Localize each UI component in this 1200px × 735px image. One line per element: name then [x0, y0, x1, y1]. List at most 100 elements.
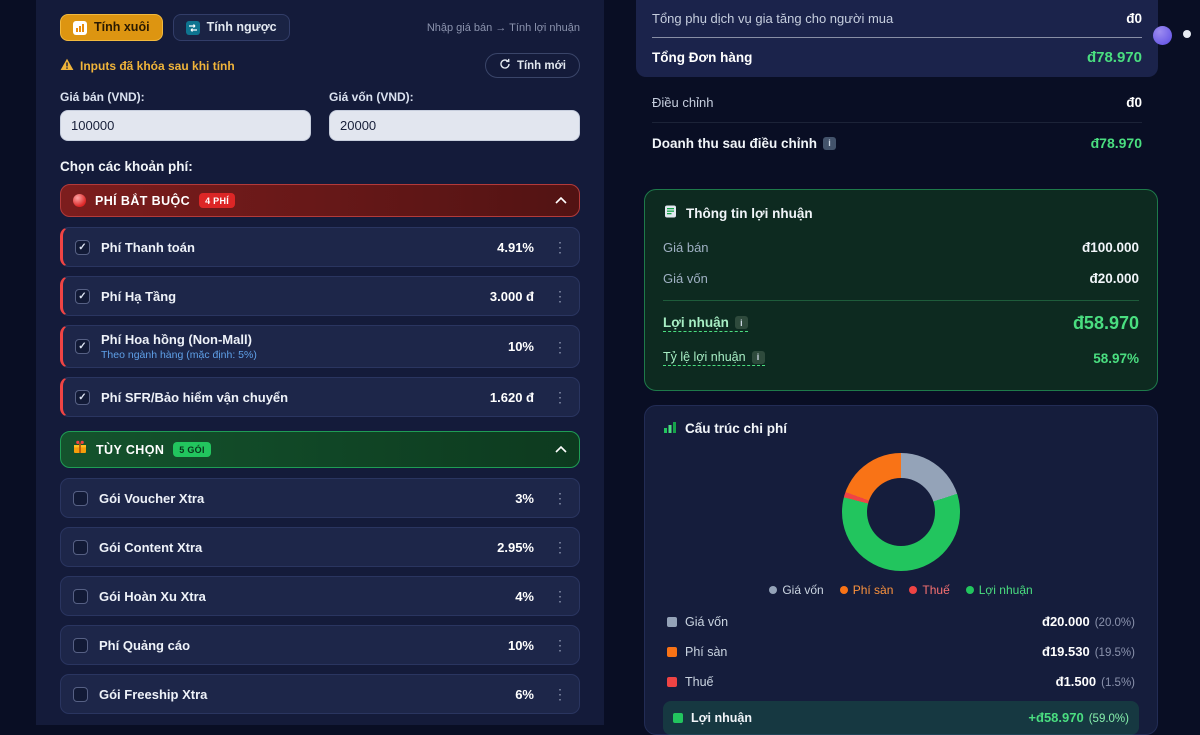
fee-value: 6% — [515, 686, 534, 702]
mandatory-fees-title: PHÍ BẮT BUỘC — [95, 193, 191, 208]
legend-dot — [909, 586, 918, 594]
legend-item: Giá vốn — [769, 583, 824, 597]
results-panel: Tổng phụ dịch vụ gia tăng cho người mua … — [628, 0, 1158, 735]
service-fees-label: Tổng phụ dịch vụ gia tăng cho người mua — [652, 11, 894, 26]
cost-price-row-label: Giá vốn — [663, 271, 708, 286]
sell-price-label: Giá bán (VND): — [60, 90, 145, 104]
kebab-menu-icon[interactable]: ⋮ — [553, 490, 567, 506]
optional-fees-title: TÙY CHỌN — [96, 442, 165, 457]
checkbox-unchecked[interactable] — [73, 686, 88, 702]
kebab-menu-icon[interactable]: ⋮ — [553, 338, 567, 355]
legend-square — [667, 647, 677, 657]
info-icon[interactable]: i — [734, 316, 748, 329]
fee-sublabel: Theo ngành hàng (mặc định: 5%) — [101, 349, 257, 361]
fee-label: Phí Quảng cáo — [99, 637, 191, 653]
fee-value: 3.000 đ — [489, 288, 534, 304]
mandatory-fees-header[interactable]: PHÍ BẮT BUỘC 4 PHÍ — [60, 184, 580, 217]
sell-price-row-value: đ100.000 — [1081, 240, 1139, 255]
fee-value: 1.620 đ — [489, 389, 534, 405]
checkbox-unchecked[interactable] — [73, 490, 88, 506]
checkbox-checked[interactable] — [75, 339, 90, 354]
fee-row-commission[interactable]: Phí Hoa hồng (Non-Mall) Theo ngành hàng … — [60, 325, 580, 368]
chart-icon — [663, 420, 677, 437]
checkbox-unchecked[interactable] — [73, 588, 88, 604]
divider — [663, 300, 1139, 301]
kebab-menu-icon[interactable]: ⋮ — [553, 637, 567, 653]
fee-label: Gói Content Xtra — [99, 539, 203, 555]
profit-rate-label: Tỷ lệ lợi nhuận — [663, 350, 746, 364]
profit-panel-header: Thông tin lợi nhuận — [663, 204, 1139, 222]
adjustment-row: Điều chỉnh đ0 — [652, 83, 1142, 123]
chevron-up-icon[interactable] — [555, 197, 567, 204]
fee-row-infrastructure[interactable]: Phí Hạ Tầng 3.000 đ ⋮ — [60, 276, 580, 316]
profit-row: Lợi nhuận i đ58.970 — [663, 305, 1139, 342]
chevron-up-icon[interactable] — [555, 446, 567, 453]
breakdown-row-profit: Lợi nhuận +đ58.970 (59.0%) — [663, 701, 1139, 735]
tab-reverse[interactable]: Tính ngược — [172, 14, 290, 41]
breakdown-row-platform-fee: Phí sàn đ19.530 (19.5%) — [663, 637, 1139, 667]
price-inputs: Giá bán (VND): Giá vốn (VND): — [60, 90, 580, 141]
new-calc-button[interactable]: Tính mới — [484, 53, 580, 78]
cost-price-row: Giá vốn đ20.000 — [663, 263, 1139, 294]
fee-row-content-xtra[interactable]: Gói Content Xtra 2.95% ⋮ — [60, 527, 580, 567]
kebab-menu-icon[interactable]: ⋮ — [553, 389, 567, 405]
revenue-after-adjust-label: Doanh thu sau điều chỉnh — [652, 135, 817, 151]
tab-reverse-label: Tính ngược — [206, 20, 277, 34]
kebab-menu-icon[interactable]: ⋮ — [553, 588, 567, 604]
fees-section-title: Chọn các khoản phí: — [60, 159, 193, 174]
gift-icon — [73, 440, 87, 459]
checkbox-unchecked[interactable] — [73, 539, 88, 555]
fee-text: Phí Hoa hồng (Non-Mall) Theo ngành hàng … — [101, 332, 257, 361]
checkbox-checked[interactable] — [75, 389, 90, 405]
cost-panel-title: Cấu trúc chi phí — [685, 421, 788, 436]
mandatory-fees-badge: 4 PHÍ — [199, 193, 236, 208]
sell-price-row-label: Giá bán — [663, 240, 709, 255]
kebab-menu-icon[interactable]: ⋮ — [553, 288, 567, 304]
cost-donut — [842, 453, 960, 571]
info-icon[interactable]: i — [751, 350, 765, 364]
tab-forward[interactable]: Tính xuôi — [60, 14, 163, 41]
sell-price-input[interactable] — [60, 110, 311, 141]
fee-value: 4% — [515, 588, 534, 604]
red-dot-icon — [73, 194, 86, 207]
fee-value: 10% — [507, 637, 534, 653]
fee-row-voucher-xtra[interactable]: Gói Voucher Xtra 3% ⋮ — [60, 478, 580, 518]
fee-row-hoan-xu-xtra[interactable]: Gói Hoàn Xu Xtra 4% ⋮ — [60, 576, 580, 616]
order-summary-card: Tổng phụ dịch vụ gia tăng cho người mua … — [636, 0, 1158, 77]
kebab-menu-icon[interactable]: ⋮ — [553, 239, 567, 255]
kebab-menu-icon[interactable]: ⋮ — [553, 539, 567, 555]
order-total-row: Tổng Đơn hàng đ78.970 — [652, 38, 1142, 77]
cost-price-input[interactable] — [329, 110, 580, 141]
cost-price-row-value: đ20.000 — [1089, 271, 1139, 286]
donut-chart-wrap — [663, 453, 1139, 571]
warning-icon — [60, 58, 74, 74]
fee-label: Gói Voucher Xtra — [99, 490, 205, 506]
legend-square — [667, 617, 677, 627]
fee-row-sfr[interactable]: Phí SFR/Bảo hiểm vận chuyển 1.620 đ ⋮ — [60, 377, 580, 417]
fee-value: 10% — [507, 339, 534, 354]
service-fees-value: đ0 — [1126, 11, 1142, 26]
checkbox-checked[interactable] — [75, 288, 90, 304]
fee-row-payment[interactable]: Phí Thanh toán 4.91% ⋮ — [60, 227, 580, 267]
adjustment-value: đ0 — [1126, 95, 1142, 110]
floating-dot[interactable] — [1183, 30, 1191, 38]
lock-warning-text: Inputs đã khóa sau khi tính — [80, 58, 235, 73]
fee-label: Gói Hoàn Xu Xtra — [99, 588, 206, 604]
fee-label: Phí Thanh toán — [101, 239, 195, 255]
optional-fees-header[interactable]: TÙY CHỌN 5 GÓI — [60, 431, 580, 468]
checkbox-checked[interactable] — [75, 239, 90, 255]
chart-legend: Giá vốn Phí sàn Thuế Lợi nhuận — [663, 583, 1139, 597]
checkbox-unchecked[interactable] — [73, 637, 88, 653]
kebab-menu-icon[interactable]: ⋮ — [553, 686, 567, 702]
info-icon[interactable]: i — [823, 136, 836, 150]
fee-label: Phí Hoa hồng (Non-Mall) — [101, 332, 252, 347]
cost-price-label: Giá vốn (VND): — [329, 90, 414, 104]
adjustment-rows: Điều chỉnh đ0 Doanh thu sau điều chỉnh i… — [636, 77, 1158, 163]
fee-row-ads[interactable]: Phí Quảng cáo 10% ⋮ — [60, 625, 580, 665]
legend-dot — [965, 586, 974, 594]
fee-row-freeship-xtra[interactable]: Gói Freeship Xtra 6% ⋮ — [60, 674, 580, 714]
profit-rate-row: Tỷ lệ lợi nhuận i 58.97% — [663, 342, 1139, 374]
floating-assistant-button[interactable] — [1153, 26, 1172, 45]
fee-value: 3% — [515, 490, 534, 506]
adjustment-label: Điều chỉnh — [652, 95, 714, 110]
